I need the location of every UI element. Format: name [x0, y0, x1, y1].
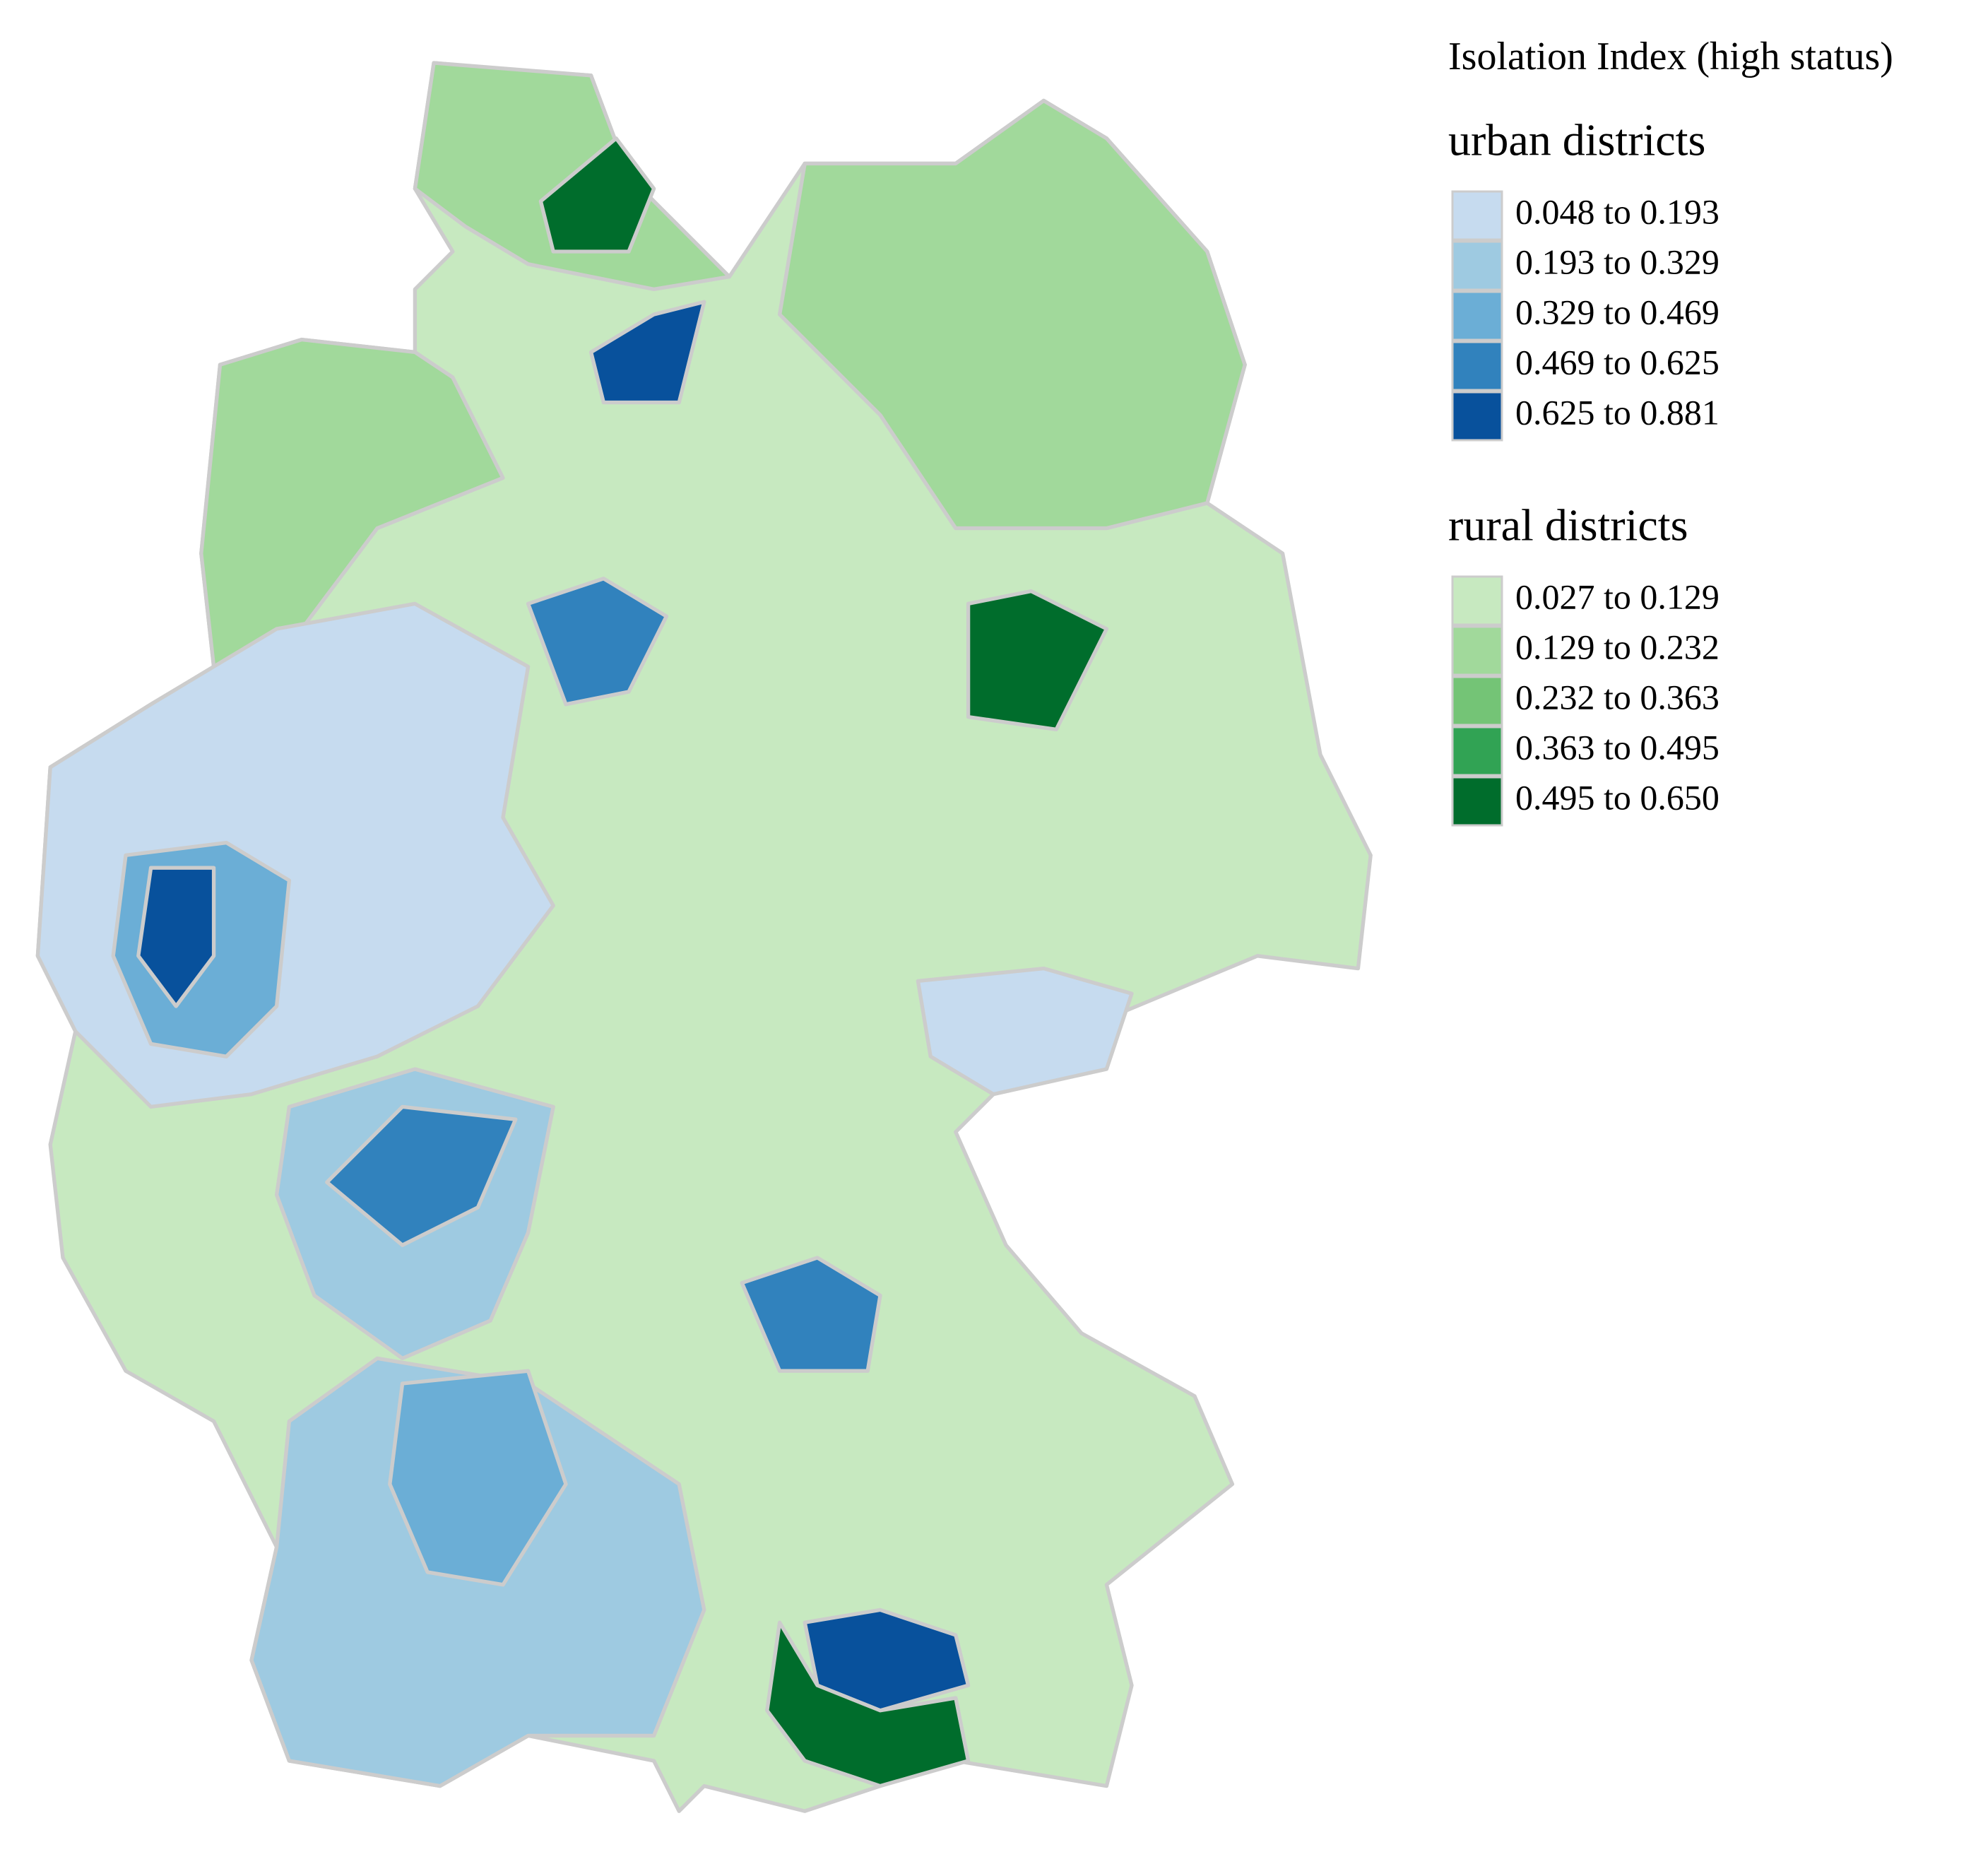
legend-label: 0.329 to 0.469 — [1515, 292, 1720, 331]
upper-bavaria-south — [765, 1620, 971, 1788]
northeast-region — [777, 98, 1247, 531]
legend-label: 0.363 to 0.495 — [1515, 727, 1720, 767]
legend-label: 0.129 to 0.232 — [1515, 627, 1720, 666]
lower-saxony-district — [526, 577, 669, 707]
nuremberg-region — [740, 1256, 882, 1373]
legend-label: 0.625 to 0.881 — [1515, 392, 1720, 432]
legend-swatch — [1451, 776, 1503, 827]
legend-swatch — [1451, 726, 1503, 777]
saxony-east — [916, 966, 1134, 1097]
legend-swatch — [1451, 625, 1503, 676]
legend-swatch — [1451, 676, 1503, 726]
rhine-main — [325, 1104, 518, 1247]
legend-label: 0.027 to 0.129 — [1515, 577, 1720, 616]
ruhr-core — [136, 866, 216, 1008]
legend-heading: urban districts — [1448, 115, 1705, 165]
legend-swatch — [1451, 575, 1503, 626]
legend-swatch — [1451, 290, 1503, 341]
hamburg-south — [588, 300, 706, 405]
legend: Isolation Index (high status) urban distr… — [1448, 35, 1893, 827]
stuttgart-region — [388, 1369, 568, 1587]
legend-swatch — [1451, 341, 1503, 391]
legend-title: Isolation Index (high status) — [1448, 35, 1893, 78]
brandenburg-district — [966, 589, 1109, 732]
legend-label: 0.048 to 0.193 — [1515, 191, 1720, 231]
northwest-region — [199, 337, 505, 669]
legend-label: 0.232 to 0.363 — [1515, 677, 1720, 716]
holstein-district — [538, 136, 656, 254]
map — [35, 61, 1373, 1813]
legend-label: 0.469 to 0.625 — [1515, 342, 1720, 382]
legend-swatch — [1451, 240, 1503, 291]
legend-swatch — [1451, 190, 1503, 241]
legend-swatch — [1451, 391, 1503, 442]
legend-label: 0.193 to 0.329 — [1515, 242, 1720, 281]
legend-heading: rural districts — [1448, 500, 1688, 550]
legend-label: 0.495 to 0.650 — [1515, 777, 1720, 817]
